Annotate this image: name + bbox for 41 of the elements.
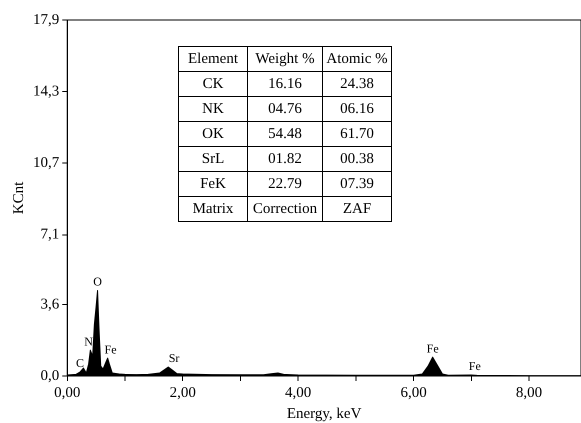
x-tick-label: 0,00 bbox=[54, 384, 80, 401]
annotation: ZAF bbox=[322, 196, 392, 222]
annotation: 07.39 bbox=[322, 172, 392, 196]
x-axis-title: Energy, keV bbox=[286, 406, 362, 422]
y-tick-label: 17,9 bbox=[33, 12, 60, 28]
annotation: SrL bbox=[178, 146, 248, 172]
annotation: NK bbox=[178, 96, 248, 122]
annotation: Sr bbox=[168, 351, 180, 366]
annotation: 61.70 bbox=[322, 122, 392, 146]
annotation: Fe bbox=[426, 341, 439, 356]
annotation: OK bbox=[178, 122, 248, 146]
annotation: 01.82 bbox=[248, 146, 322, 172]
annotation: Element bbox=[178, 46, 248, 72]
annotation: 04.76 bbox=[248, 96, 322, 122]
annotation: CK bbox=[178, 72, 248, 96]
x-tick-label: 8,00 bbox=[516, 384, 542, 401]
annotation: N bbox=[84, 334, 94, 348]
x-tick-label: 2,00 bbox=[170, 384, 196, 401]
y-tick-label: 10,7 bbox=[33, 155, 60, 172]
annotation: 16.16 bbox=[248, 72, 322, 96]
annotation: Atomic % bbox=[322, 46, 392, 72]
annotation: 24.38 bbox=[322, 72, 392, 96]
annotation: O bbox=[93, 274, 102, 289]
annotation: Correction bbox=[248, 196, 322, 222]
annotation: 22.79 bbox=[248, 172, 322, 196]
annotation: Fe bbox=[104, 342, 117, 356]
annotation: 06.16 bbox=[322, 96, 392, 122]
annotation: Matrix bbox=[178, 196, 248, 222]
y-tick-label: 7,1 bbox=[40, 226, 60, 243]
annotation: 54.48 bbox=[248, 122, 322, 146]
annotation: C bbox=[76, 356, 84, 370]
y-tick-label: 0,0 bbox=[40, 368, 60, 384]
annotation: FeK bbox=[178, 172, 248, 196]
y-axis-title: KCnt bbox=[10, 180, 27, 214]
y-tick-label: 3,6 bbox=[40, 296, 60, 312]
x-tick-label: 6,00 bbox=[400, 384, 427, 401]
annotation: 00.38 bbox=[322, 146, 392, 172]
annotation: Fe bbox=[468, 359, 481, 374]
annotation: Weight % bbox=[248, 46, 322, 72]
y-tick-label: 14,3 bbox=[33, 84, 60, 100]
x-tick-label: 4,00 bbox=[285, 384, 312, 401]
